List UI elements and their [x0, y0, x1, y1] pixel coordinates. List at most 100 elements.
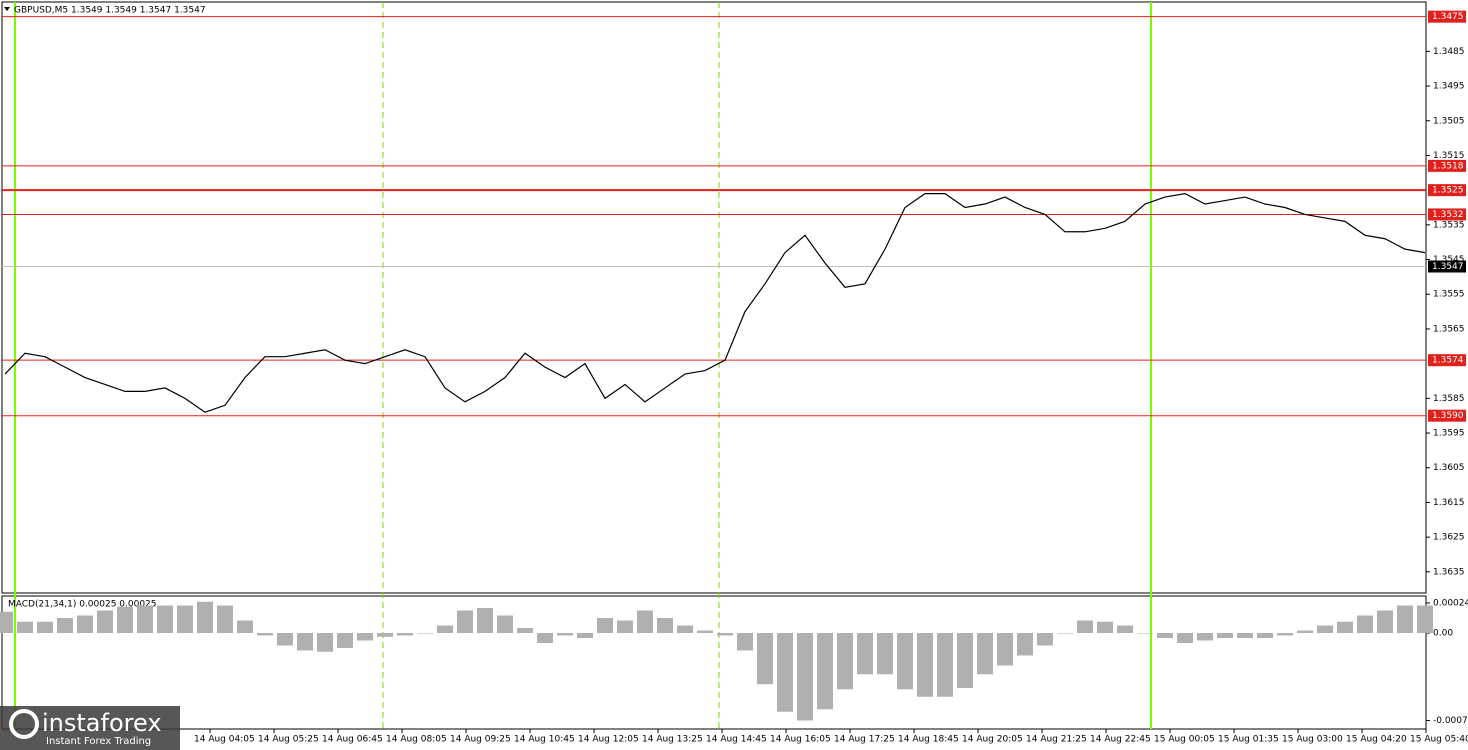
x-tick-label: 14 Aug 06:45 — [322, 735, 383, 745]
macd-bar — [637, 610, 653, 633]
level-label: 1.3525 — [1432, 186, 1464, 196]
macd-bar — [797, 633, 813, 721]
macd-bar — [477, 608, 493, 633]
logo-icon — [9, 709, 39, 739]
macd-bar — [37, 621, 53, 633]
level-box — [1428, 184, 1466, 197]
x-tick-label: 14 Aug 20:05 — [962, 735, 1023, 745]
macd-bar — [0, 611, 13, 633]
macd-bar — [1417, 605, 1433, 633]
level-box — [1428, 354, 1466, 367]
y-tick-label: 1.3485 — [1433, 47, 1465, 57]
macd-bar — [1377, 610, 1393, 633]
y-tick-label: 1.3605 — [1433, 463, 1465, 473]
x-tick-label: 14 Aug 21:25 — [1026, 735, 1087, 745]
macd-bar — [377, 633, 393, 637]
x-tick-label: 15 Aug 01:35 — [1218, 735, 1279, 745]
macd-bar — [937, 633, 953, 697]
macd-bar — [157, 605, 173, 633]
macd-bar — [1077, 620, 1093, 633]
macd-bar — [837, 633, 853, 690]
macd-bar — [1237, 633, 1253, 638]
y-tick-label: 1.3505 — [1433, 116, 1465, 126]
macd-bar — [17, 621, 33, 633]
y-tick-label: 1.3625 — [1433, 533, 1465, 543]
macd-bar — [697, 630, 713, 633]
macd-bar — [1017, 633, 1033, 656]
x-tick-label: 14 Aug 10:45 — [514, 735, 575, 745]
macd-bar — [1397, 605, 1413, 633]
macd-bar — [517, 628, 533, 633]
logo-tagline: Instant Forex Trading — [46, 736, 151, 747]
macd-title: MACD(21,34,1) 0.00025 0.00025 — [8, 600, 157, 610]
y-tick-label: -0.0007 — [1433, 716, 1468, 726]
macd-bar — [897, 633, 913, 690]
menu-arrow — [4, 7, 10, 11]
macd-bar — [1257, 633, 1273, 638]
macd-bar — [877, 633, 893, 675]
macd-bar — [277, 633, 293, 646]
macd-bar — [657, 618, 673, 633]
macd-bar — [1297, 630, 1313, 633]
macd-bar — [1117, 625, 1133, 633]
level-label: 1.3574 — [1432, 356, 1464, 366]
price-frame — [1, 1, 1427, 594]
macd-bar — [617, 620, 633, 633]
macd-bar — [57, 618, 73, 633]
level-label: 1.3532 — [1432, 210, 1464, 220]
y-tick-label: 1.3535 — [1433, 220, 1465, 230]
y-tick-label: 1.3585 — [1433, 394, 1465, 404]
macd-bar — [317, 633, 333, 652]
y-tick-label: 1.3515 — [1433, 151, 1465, 161]
level-box — [1428, 208, 1466, 221]
macd-bar — [357, 633, 373, 641]
macd-bar — [1197, 633, 1213, 641]
macd-bar — [557, 633, 573, 636]
macd-bar — [1177, 633, 1193, 643]
macd-bar — [577, 633, 593, 638]
macd-bar — [1037, 633, 1053, 646]
macd-bar — [1337, 621, 1353, 633]
x-tick-label: 15 Aug 03:00 — [1282, 735, 1343, 745]
y-tick-label: 0.00024 — [1433, 599, 1468, 609]
x-tick-label: 14 Aug 14:45 — [706, 735, 767, 745]
macd-bar — [1097, 621, 1113, 633]
macd-bar — [1137, 633, 1153, 634]
macd-bar — [997, 633, 1013, 666]
level-box — [1428, 409, 1466, 422]
y-tick-label: 1.3565 — [1433, 324, 1465, 334]
y-tick-label: 1.3635 — [1433, 567, 1465, 577]
macd-bar — [1317, 625, 1333, 633]
macd-bar — [337, 633, 353, 648]
current-price-box — [1428, 260, 1466, 273]
macd-bar — [1277, 633, 1293, 636]
macd-bar — [177, 605, 193, 633]
level-label: 1.3518 — [1432, 161, 1464, 171]
logo-name: instaforex — [42, 709, 162, 737]
macd-bar — [437, 625, 453, 633]
current-price-label: 1.3547 — [1432, 262, 1464, 272]
macd-bar — [217, 605, 233, 633]
y-tick-label: 1.3495 — [1433, 82, 1465, 92]
macd-bar — [237, 620, 253, 633]
macd-bar — [97, 610, 113, 633]
macd-bar — [1157, 633, 1173, 638]
macd-bar — [737, 633, 753, 651]
macd-bar — [1217, 633, 1233, 638]
level-box — [1428, 159, 1466, 172]
y-tick-label: 0.00 — [1433, 629, 1453, 639]
x-tick-label: 14 Aug 17:25 — [834, 735, 895, 745]
x-tick-label: 14 Aug 05:25 — [258, 735, 319, 745]
x-tick-label: 14 Aug 16:05 — [770, 735, 831, 745]
logo: instaforex Instant Forex Trading — [0, 706, 180, 750]
y-tick-label: 1.3615 — [1433, 498, 1465, 508]
x-tick-label: 14 Aug 22:45 — [1090, 735, 1151, 745]
macd-bar — [1357, 615, 1373, 633]
macd-bar — [857, 633, 873, 675]
macd-bar — [777, 633, 793, 712]
macd-bar — [77, 615, 93, 633]
level-label: 1.3590 — [1432, 411, 1464, 421]
x-tick-label: 15 Aug 00:05 — [1154, 735, 1215, 745]
